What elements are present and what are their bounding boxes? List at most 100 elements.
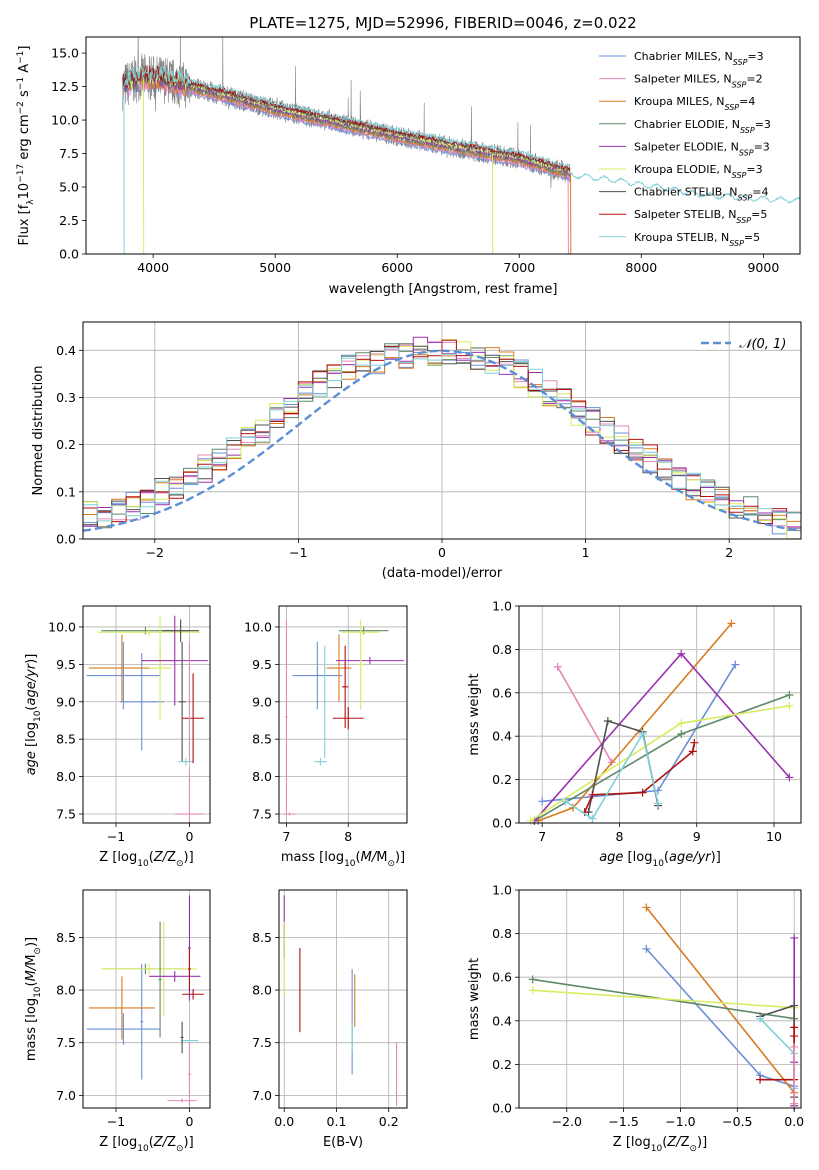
age-vs-mass-grid	[279, 606, 407, 823]
histogram-kroupa-elodie	[83, 339, 801, 539]
series-marker-chabrier-stelib	[603, 717, 612, 726]
spectrum-ytick-label: 15.0	[51, 46, 79, 61]
residual-distribution-xtick-label: −2	[146, 545, 164, 560]
mass-vs-EBV-xtick-label: 0.0	[274, 1114, 294, 1129]
legend-label-salpeter-elodie: Salpeter ELODIE, NSSP=3	[634, 140, 770, 157]
series-marker-salpeter-stelib	[588, 790, 597, 799]
mass-vs-EBV-xtick-label: 0.2	[379, 1114, 399, 1129]
mass-weight-vs-age-ytick-label: 0.6	[492, 685, 512, 700]
spectrum-xtick-label: 9000	[747, 260, 779, 275]
spectrum-ytick-label: 0.0	[59, 247, 79, 262]
mass-vs-EBV-ytick-label: 8.0	[252, 983, 272, 998]
panel-age-vs-Z: −1 0 7.5 8.0 8.5 9.0 9.5 10.0 Z [log10(Z/Z⊙)] age…	[24, 605, 211, 869]
age-vs-Z-plot-area	[86, 615, 208, 823]
residual-distribution-xtick-label: 1	[582, 545, 590, 560]
mass-weight-vs-age-ytick-label: 0.0	[492, 816, 512, 831]
mass-vs-Z-xtick-label: 0	[185, 1114, 193, 1129]
mass-weight-vs-Z-ytick-label: 0.8	[492, 926, 512, 941]
spectrum-xtick-label: 7000	[503, 260, 535, 275]
spectrum-xtick-label: 8000	[625, 260, 657, 275]
panel-mass-vs-EBV: 0.0 0.1 0.2 7.0 7.5 8.0 8.5 E(B-V)	[252, 889, 408, 1150]
spectrum-ytick-label: 2.5	[59, 213, 79, 228]
series-marker-chabrier-stelib	[790, 1001, 799, 1010]
spectrum-model-chabrier-elodie	[122, 71, 571, 177]
mass-weight-vs-age-xtick-label: 7	[538, 829, 546, 844]
mass-vs-Z-plot-area	[86, 895, 205, 1106]
mass-weight-vs-Z-ytick-label: 0.4	[492, 1013, 512, 1028]
age-vs-Z-xtick-label: 0	[185, 829, 193, 844]
mass-weight-vs-Z-plot-area	[528, 903, 799, 1110]
age-vs-mass-ytick-label: 8.0	[252, 769, 272, 784]
series-marker-salpeter-elodie	[677, 649, 686, 658]
legend-label-chabrier-elodie: Chabrier ELODIE, NSSP=3	[634, 118, 771, 135]
age-vs-mass-ytick-label: 9.5	[252, 657, 272, 672]
mass-weight-vs-age-ticks: 7 8 9 10 0.0 0.2 0.4 0.6 0.8 1.0	[492, 599, 782, 845]
mass-vs-EBV-ytick-label: 8.5	[252, 930, 272, 945]
spectrum-ytick-label: 5.0	[59, 180, 79, 195]
age-vs-Z-xlabel: Z [log10(Z/Z⊙)]	[99, 850, 193, 869]
series-marker-kroupa-miles	[642, 903, 651, 912]
panel-mass-weight-vs-age: 7 8 9 10 0.0 0.2 0.4 0.6 0.8 1.0 age [log10(age/yr…	[467, 599, 802, 869]
age-vs-Z-ytick-label: 9.0	[56, 694, 76, 709]
series-marker-kroupa-elodie	[526, 816, 535, 825]
residual-legend: 𝒩(0, 1)	[701, 337, 786, 352]
spectrum-ytick-label: 10.0	[51, 113, 79, 128]
mass-vs-Z-ytick-label: 7.0	[56, 1088, 76, 1103]
series-marker-kroupa-miles	[727, 619, 736, 628]
age-vs-Z-ytick-label: 10.0	[48, 619, 76, 634]
mass-vs-Z-grid	[83, 890, 210, 1108]
mass-weight-vs-Z-xtick-label: −0.5	[722, 1114, 752, 1129]
series-marker-salpeter-stelib	[790, 1032, 799, 1041]
panel-spectrum: 4000 5000 6000 7000 8000 9000 0.0 2.5 5.0 7.5 10.0…	[16, 14, 801, 297]
age-vs-Z-frame	[82, 605, 211, 824]
normal-curve	[83, 349, 799, 532]
mass-vs-Z-frame	[82, 889, 211, 1109]
series-marker-salpeter-stelib	[690, 738, 699, 747]
panel-mass-vs-Z: −1 0 7.0 7.5 8.0 8.5 Z [log10(Z/Z⊙)] mass [log1…	[24, 889, 211, 1154]
mass-weight-vs-Z-frame	[518, 889, 802, 1109]
mass-weight-vs-Z-ytick-label: 0.6	[492, 970, 512, 985]
series-marker-salpeter-stelib	[756, 1075, 765, 1084]
mass-vs-EBV-ytick-label: 7.0	[252, 1088, 272, 1103]
spectrum-data-line	[122, 37, 571, 189]
series-marker-chabrier-elodie	[677, 730, 686, 739]
residual-distribution-ytick-label: 0.1	[56, 484, 76, 499]
age-vs-Z-ylabel: age [log10(age/yr)]	[24, 654, 43, 776]
spectrum-frame	[85, 36, 801, 255]
spectrum-legend: Chabrier MILES, NSSP=3 Salpeter MILES, NS…	[599, 50, 771, 247]
series-line-salpeter-elodie	[533, 652, 791, 822]
histogram-salpeter-stelib	[83, 339, 801, 524]
series-marker-salpeter-elodie	[785, 773, 794, 782]
mass-vs-EBV-grid	[279, 890, 407, 1108]
age-vs-Z-ytick-label: 8.0	[56, 769, 76, 784]
mass-weight-vs-Z-ticks: −2.0 −1.5 −1.0 −0.5 0.0 0.0 0.2 0.4 0.6 0.8 1.0	[492, 883, 804, 1130]
mass-weight-vs-age-xtick-label: 8	[615, 829, 623, 844]
mass-weight-vs-Z-ylabel: mass weight	[467, 958, 482, 1040]
mass-weight-vs-age-xlabel: age [log10(age/yr)]	[599, 850, 721, 869]
series-marker-kroupa-stelib	[561, 797, 570, 806]
age-vs-mass-xtick-label: 8	[344, 829, 352, 844]
series-line-chabrier-miles	[542, 664, 736, 803]
mass-weight-vs-age-frame	[518, 605, 802, 824]
legend-label-chabrier-stelib: Chabrier STELIB, NSSP=4	[634, 186, 768, 203]
residual-distribution-ylabel: Normed distribution	[31, 366, 46, 496]
spectrum-xtick-label: 6000	[381, 260, 413, 275]
residual-distribution-xlabel: (data-model)/error	[382, 566, 503, 581]
series-marker-kroupa-stelib	[588, 814, 597, 823]
series-marker-kroupa-stelib	[756, 1014, 765, 1023]
series-marker-kroupa-elodie	[528, 986, 537, 995]
mass-weight-vs-age-xtick-label: 10	[766, 829, 782, 844]
mass-vs-EBV-ytick-label: 7.5	[252, 1035, 272, 1050]
series-marker-kroupa-stelib	[654, 799, 663, 808]
mass-weight-vs-age-ytick-label: 0.8	[492, 642, 512, 657]
series-marker-chabrier-miles	[642, 944, 651, 953]
series-marker-chabrier-elodie	[528, 975, 537, 984]
mass-vs-EBV-xtick-label: 0.1	[327, 1114, 347, 1129]
series-line-chabrier-stelib	[759, 1004, 796, 1098]
age-vs-mass-xlabel: mass [log10(M/M⊙)]	[281, 850, 405, 869]
age-vs-mass-ytick-label: 9.0	[252, 694, 272, 709]
age-vs-mass-ticks: 7 8 7.5 8.0 8.5 9.0 9.5 10.0	[244, 619, 352, 844]
series-marker-salpeter-miles	[790, 1099, 799, 1108]
series-line-kroupa-miles	[538, 622, 733, 822]
series-line-salpeter-miles	[556, 666, 613, 763]
